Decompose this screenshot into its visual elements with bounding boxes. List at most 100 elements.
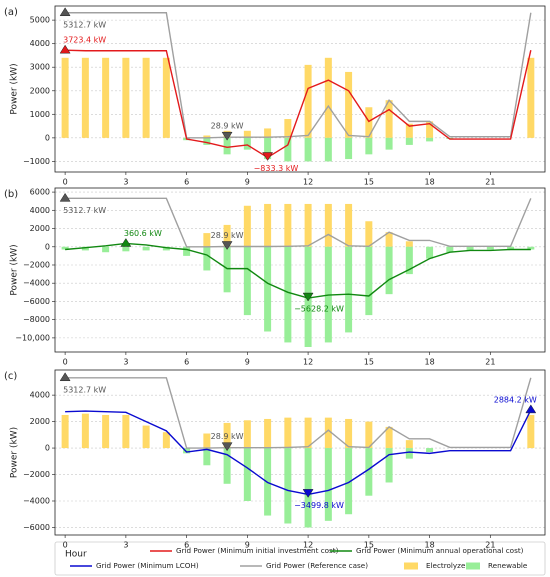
bar bbox=[345, 418, 353, 449]
annotation-marker bbox=[221, 241, 233, 250]
legend-label: Grid Power (Minimum LCOH) bbox=[96, 561, 199, 570]
annotation-marker bbox=[302, 489, 314, 498]
bar bbox=[345, 203, 353, 247]
bar bbox=[81, 413, 89, 449]
y-axis-label: Power (kW) bbox=[10, 244, 20, 295]
legend-patch bbox=[466, 562, 480, 570]
bar bbox=[61, 414, 69, 449]
x-tick-label: 3 bbox=[123, 178, 128, 187]
annotation: −833.3 kW bbox=[254, 164, 299, 173]
bar bbox=[122, 57, 130, 138]
bar bbox=[102, 57, 110, 138]
bar bbox=[385, 448, 393, 483]
bar bbox=[284, 448, 292, 524]
bar bbox=[243, 205, 251, 247]
bar bbox=[203, 137, 211, 145]
x-tick-label: 15 bbox=[364, 541, 374, 550]
x-tick-label: 12 bbox=[303, 541, 313, 550]
bar bbox=[405, 448, 413, 459]
bar bbox=[426, 137, 434, 142]
bar bbox=[466, 246, 474, 251]
bar bbox=[203, 448, 211, 466]
bar bbox=[345, 137, 353, 160]
annotation: 2884.2 kW bbox=[494, 395, 537, 404]
x-tick-label: 6 bbox=[184, 178, 189, 187]
x-axis-label: Hour bbox=[65, 550, 87, 560]
bar bbox=[203, 246, 211, 271]
bar bbox=[264, 137, 272, 160]
annotation: 5312.7 kW bbox=[63, 385, 106, 394]
y-tick-label: −4000 bbox=[23, 496, 50, 505]
x-tick-label: 9 bbox=[245, 358, 250, 367]
x-tick-label: 6 bbox=[184, 541, 189, 550]
x-tick-label: 18 bbox=[424, 178, 434, 187]
bar bbox=[426, 448, 434, 453]
bar bbox=[507, 246, 515, 250]
y-tick-label: 4000 bbox=[30, 39, 50, 48]
y-tick-label: 3000 bbox=[30, 63, 50, 72]
bar bbox=[162, 432, 170, 449]
bar bbox=[324, 203, 332, 247]
x-tick-label: 18 bbox=[424, 541, 434, 550]
legend-label: Renewable bbox=[488, 561, 528, 570]
bar bbox=[223, 137, 231, 155]
y-tick-label: −2000 bbox=[23, 470, 50, 479]
y-axis-label: Power (kW) bbox=[10, 63, 20, 114]
legend-label: Grid Power (Minimum annual operational c… bbox=[356, 546, 524, 555]
bar bbox=[243, 137, 251, 150]
bar bbox=[142, 57, 150, 138]
legend-label: Electrolyzer bbox=[426, 561, 468, 570]
bar bbox=[365, 421, 373, 449]
x-tick-label: 9 bbox=[245, 178, 250, 187]
bar bbox=[284, 137, 292, 162]
annotation: −3499.8 kW bbox=[294, 501, 344, 510]
bar bbox=[527, 57, 535, 138]
bar bbox=[345, 448, 353, 515]
bar bbox=[284, 417, 292, 449]
y-tick-label: 4000 bbox=[30, 206, 50, 215]
panel-label: (b) bbox=[4, 189, 18, 200]
bar bbox=[284, 246, 292, 343]
bar bbox=[284, 203, 292, 247]
bar bbox=[304, 448, 312, 528]
bar bbox=[345, 71, 353, 138]
bar bbox=[324, 417, 332, 449]
bar bbox=[243, 420, 251, 449]
bar bbox=[162, 57, 170, 138]
x-tick-label: 21 bbox=[485, 541, 495, 550]
bar bbox=[264, 203, 272, 247]
bar bbox=[365, 107, 373, 138]
x-tick-label: 3 bbox=[123, 541, 128, 550]
bar bbox=[264, 246, 272, 332]
annotation: 5312.7 kW bbox=[63, 20, 106, 29]
y-tick-label: 0 bbox=[45, 444, 50, 453]
bar bbox=[365, 221, 373, 247]
y-tick-label: 1000 bbox=[30, 110, 50, 119]
bar bbox=[203, 233, 211, 247]
bar bbox=[183, 448, 191, 454]
bar bbox=[324, 448, 332, 521]
y-tick-label: −8000 bbox=[23, 315, 50, 324]
annotation: 3723.4 kW bbox=[63, 36, 106, 45]
x-tick-label: 0 bbox=[63, 178, 68, 187]
y-tick-label: 0 bbox=[45, 242, 50, 251]
y-tick-label: 2000 bbox=[30, 224, 50, 233]
bar bbox=[446, 246, 454, 253]
bar bbox=[385, 100, 393, 138]
y-tick-label: 5000 bbox=[30, 16, 50, 25]
bar bbox=[243, 246, 251, 316]
bar bbox=[486, 246, 494, 250]
x-tick-label: 21 bbox=[485, 178, 495, 187]
x-tick-label: 0 bbox=[63, 541, 68, 550]
y-tick-label: 2000 bbox=[30, 86, 50, 95]
bar bbox=[304, 137, 312, 162]
annotation: 28.9 kW bbox=[211, 122, 244, 131]
bar bbox=[223, 246, 231, 293]
bar bbox=[61, 246, 69, 250]
y-tick-label: −10,000 bbox=[15, 333, 50, 342]
bar bbox=[264, 418, 272, 449]
annotation-marker bbox=[221, 131, 233, 141]
bar bbox=[264, 128, 272, 138]
x-tick-label: 15 bbox=[364, 358, 374, 367]
